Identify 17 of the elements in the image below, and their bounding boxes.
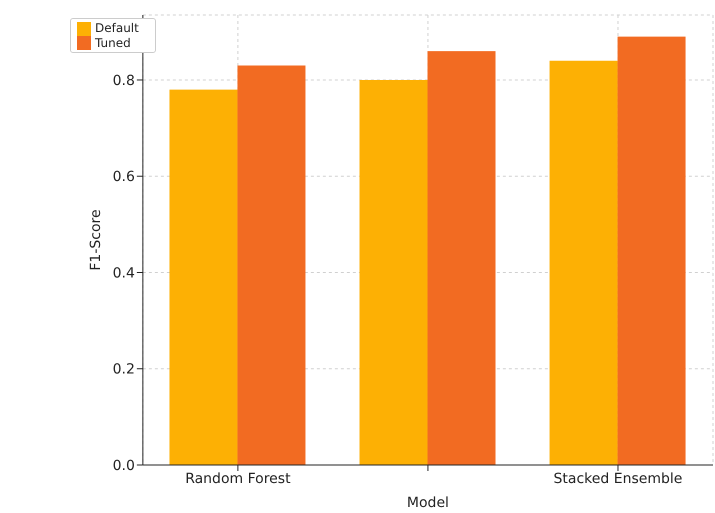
bar (237, 66, 306, 465)
y-tick-label: 0.6 (112, 169, 135, 186)
bar (618, 36, 686, 465)
bar (169, 90, 238, 465)
y-axis-title: F1-Score (88, 209, 104, 271)
y-tick-label: 0.0 (112, 458, 135, 474)
bar (360, 80, 428, 465)
legend-label: Tuned (95, 36, 131, 50)
legend-label: Default (95, 21, 139, 35)
bar (428, 51, 496, 465)
x-tick-label: Random Forest (185, 470, 292, 487)
x-tick-label: Stacked Ensemble (554, 470, 682, 487)
y-tick-label: 0.8 (112, 72, 135, 89)
y-tick-label: 0.2 (112, 362, 135, 378)
x-axis-title: Model (406, 495, 449, 511)
bar (550, 60, 618, 465)
y-tick-label: 0.4 (112, 265, 135, 282)
